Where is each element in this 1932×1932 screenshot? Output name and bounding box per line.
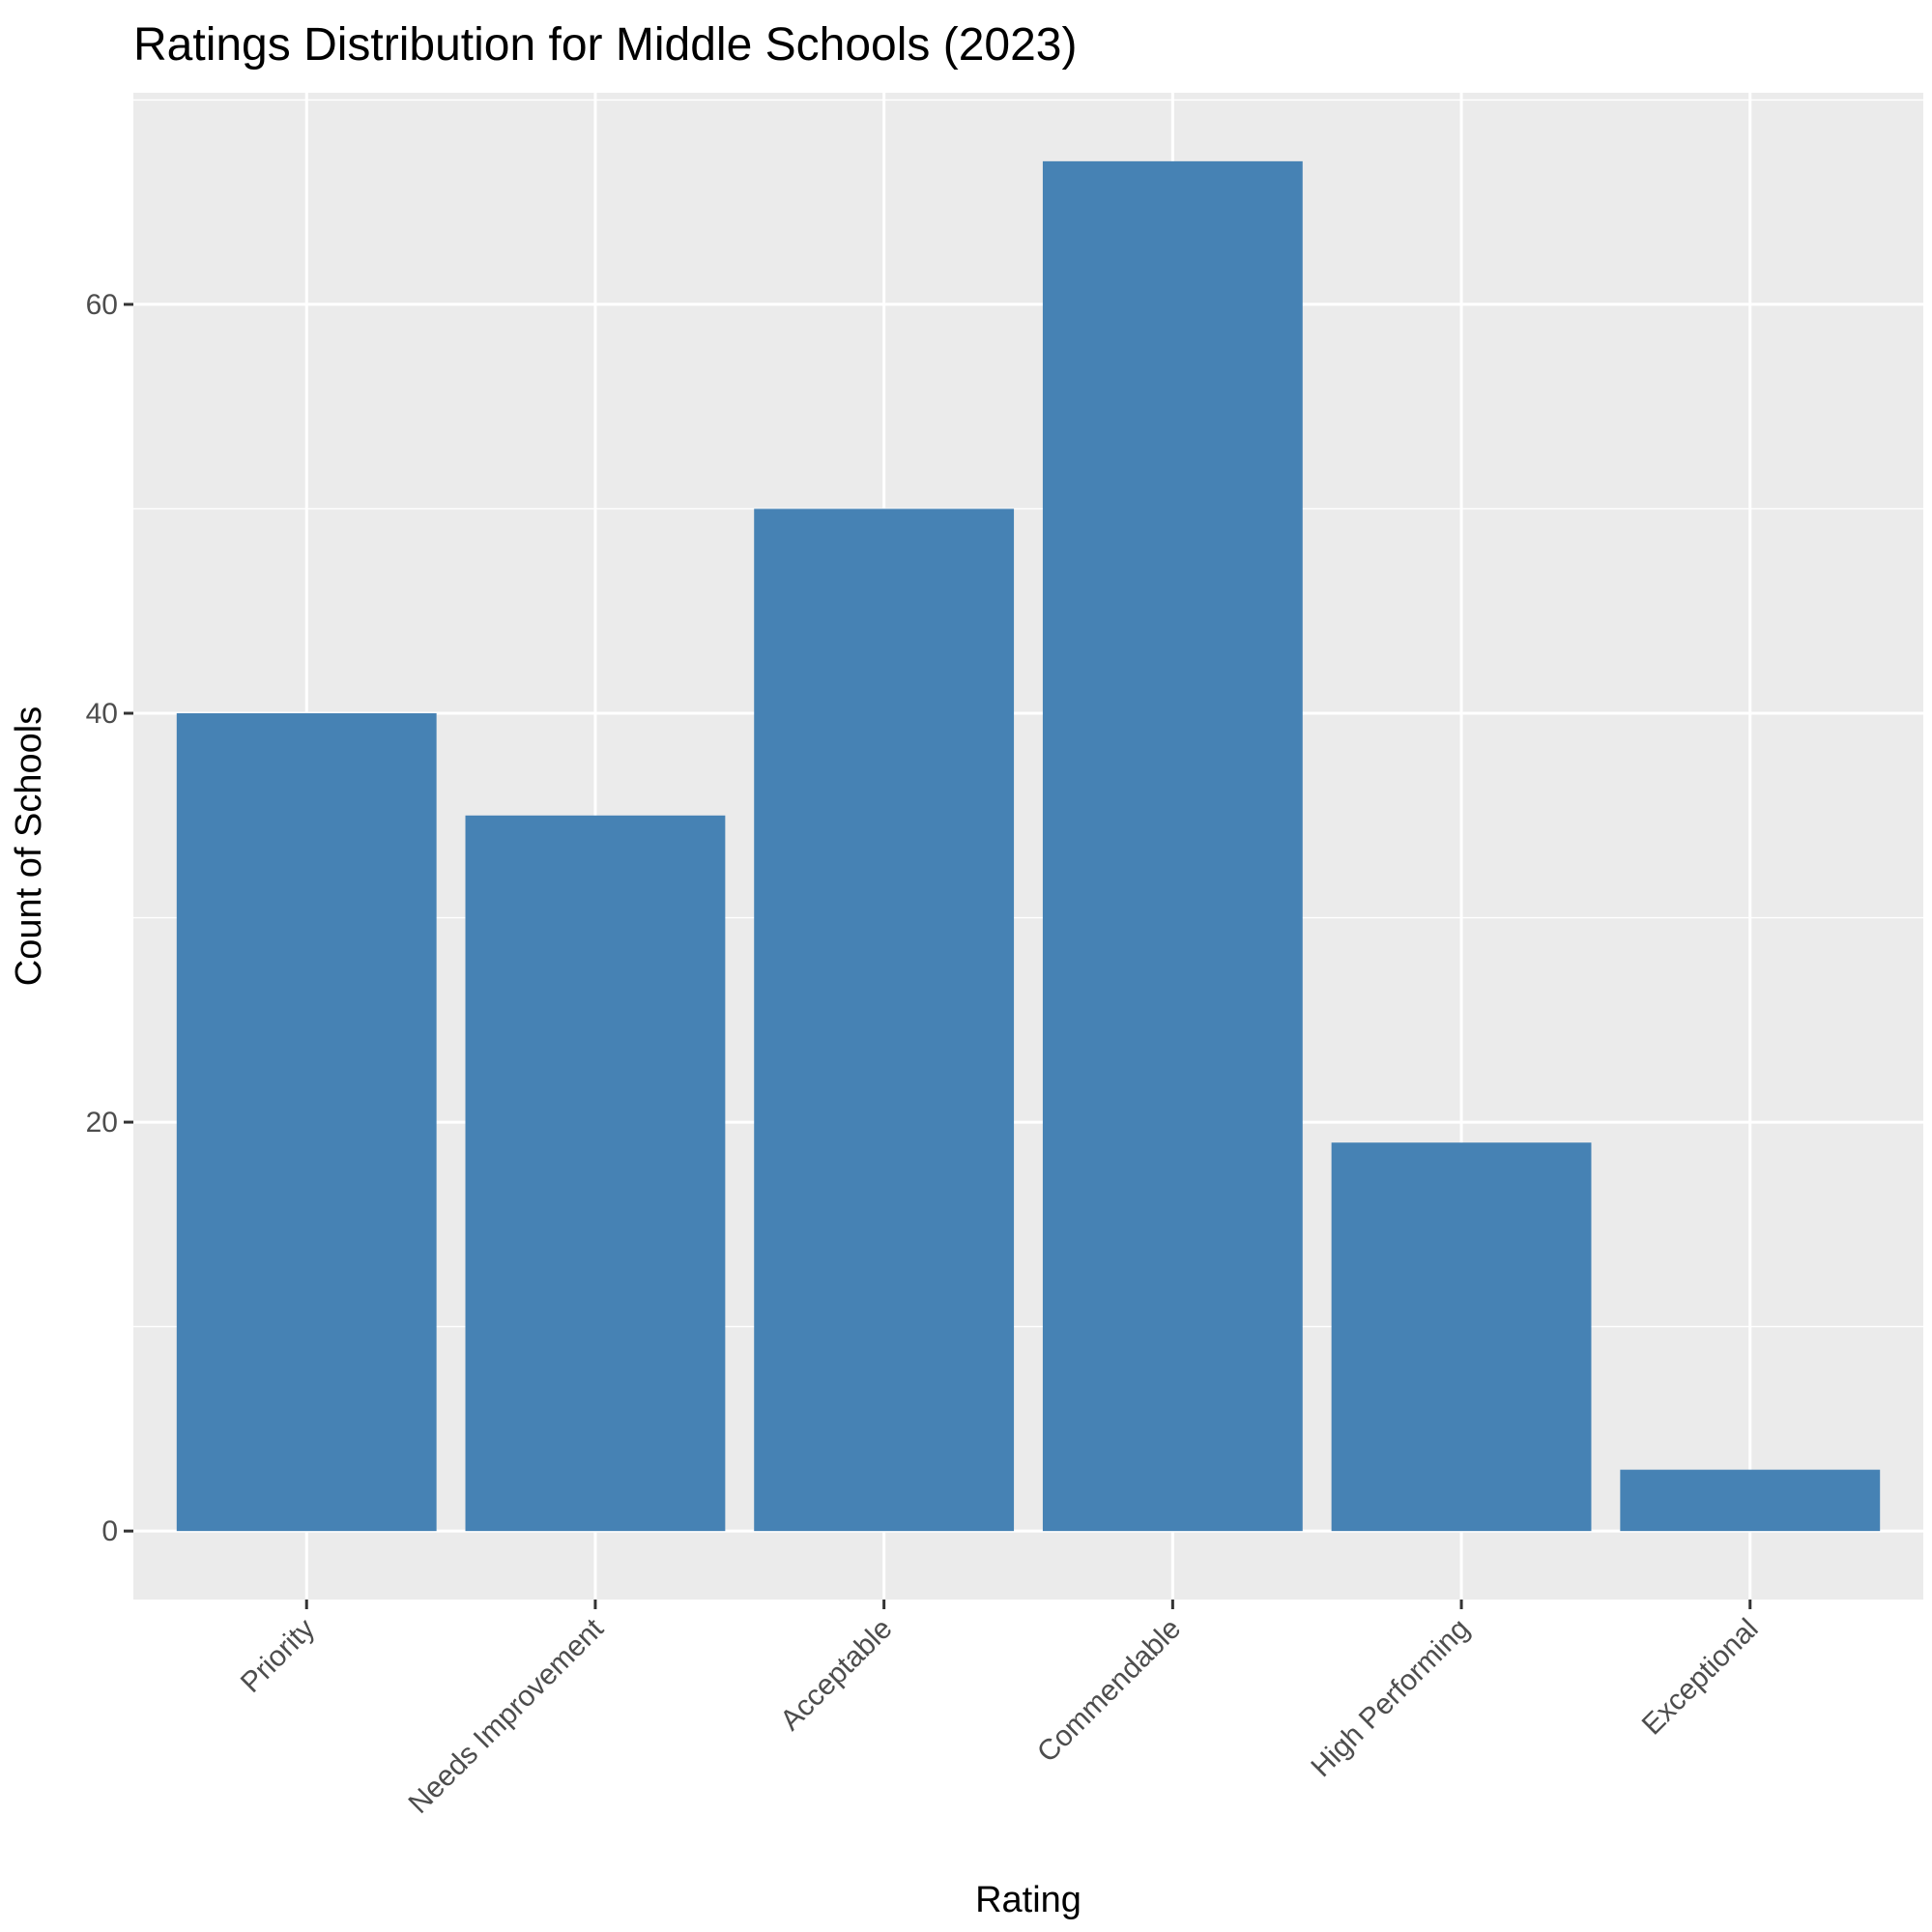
x-tick-label: Commendable bbox=[1031, 1613, 1187, 1769]
x-tick-label: Needs Improvement bbox=[403, 1612, 611, 1820]
y-axis: 0 20 40 60 bbox=[86, 289, 133, 1547]
y-tick-label: 60 bbox=[86, 289, 118, 321]
chart-title: Ratings Distribution for Middle Schools … bbox=[133, 19, 1077, 71]
bar bbox=[1331, 1142, 1592, 1532]
x-tick-label: Acceptable bbox=[774, 1613, 898, 1737]
bars bbox=[176, 160, 1881, 1532]
x-tick-label: Priority bbox=[235, 1613, 321, 1699]
bar bbox=[1620, 1469, 1881, 1532]
bar bbox=[465, 815, 726, 1532]
y-axis-title: Count of Schools bbox=[9, 706, 49, 986]
bar bbox=[754, 508, 1015, 1532]
x-tick-label: Exceptional bbox=[1636, 1613, 1765, 1742]
y-tick-label: 20 bbox=[86, 1107, 118, 1139]
bar bbox=[176, 713, 437, 1532]
x-axis: Priority Needs Improvement Acceptable Comme… bbox=[235, 1600, 1765, 1820]
x-tick-label: High Performing bbox=[1305, 1613, 1476, 1784]
x-axis-title: Rating bbox=[975, 1880, 1081, 1920]
y-tick-label: 40 bbox=[86, 698, 118, 730]
bar bbox=[1042, 160, 1303, 1532]
y-tick-label: 0 bbox=[101, 1515, 118, 1547]
